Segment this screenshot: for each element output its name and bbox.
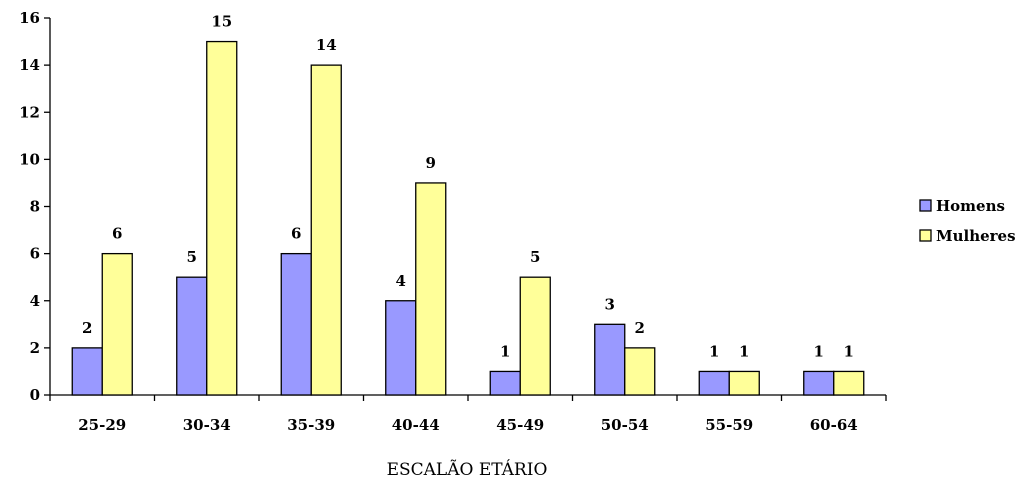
bar-homens	[489, 370, 521, 396]
data-label: 3	[605, 295, 615, 313]
bar-homens	[176, 276, 208, 396]
bar-mulheres	[624, 347, 656, 396]
bar-mulheres	[728, 370, 760, 396]
bar-homens	[280, 252, 312, 396]
y-tick-label: 2	[30, 339, 40, 357]
legend-label: Mulheres	[936, 227, 1016, 245]
bar-mulheres	[415, 182, 447, 396]
legend-label: Homens	[936, 197, 1005, 215]
x-tick-label: 35-39	[287, 416, 335, 434]
data-label: 1	[814, 342, 824, 360]
x-tick-label: 40-44	[392, 416, 440, 434]
data-label: 1	[739, 342, 749, 360]
bar-homens	[594, 323, 626, 396]
data-label: 4	[396, 272, 406, 290]
data-label: 14	[316, 36, 337, 54]
data-label: 6	[112, 225, 122, 243]
y-tick-label: 16	[19, 9, 40, 27]
bar-homens	[698, 370, 730, 396]
y-tick-label: 12	[19, 103, 40, 121]
bar-mulheres	[833, 370, 865, 396]
data-label: 5	[187, 248, 197, 266]
legend: Homens Mulheres	[919, 197, 1016, 245]
legend-swatch	[919, 229, 932, 242]
data-label: 2	[635, 319, 645, 337]
x-tick-label: 30-34	[183, 416, 231, 434]
x-tick-label: 55-59	[705, 416, 753, 434]
legend-swatch	[919, 199, 932, 212]
bar-mulheres	[101, 252, 133, 396]
data-label: 6	[291, 225, 301, 243]
data-label: 1	[844, 342, 854, 360]
data-label: 5	[530, 248, 540, 266]
data-label: 1	[500, 342, 510, 360]
y-tick-label: 8	[30, 198, 40, 216]
y-tick-label: 6	[30, 245, 40, 263]
y-tick-label: 10	[19, 150, 40, 168]
data-label: 15	[211, 13, 232, 31]
bar-homens	[385, 300, 417, 396]
x-tick-label: 50-54	[601, 416, 649, 434]
bar-homens	[803, 370, 835, 396]
x-axis-title: ESCALÃO ETÁRIO	[387, 459, 548, 479]
x-tick-label: 60-64	[810, 416, 858, 434]
bar-mulheres	[310, 64, 342, 396]
y-tick-label: 0	[30, 386, 40, 404]
bar-mulheres	[519, 276, 551, 396]
bar-mulheres	[206, 40, 238, 396]
x-tick-label: 25-29	[78, 416, 126, 434]
y-tick-label: 4	[30, 292, 40, 310]
bars	[71, 40, 865, 396]
y-tick-label: 14	[19, 56, 40, 74]
data-label: 9	[426, 154, 436, 172]
data-label: 2	[82, 319, 92, 337]
x-tick-label: 45-49	[496, 416, 544, 434]
bar-homens	[71, 347, 103, 396]
data-label: 1	[709, 342, 719, 360]
